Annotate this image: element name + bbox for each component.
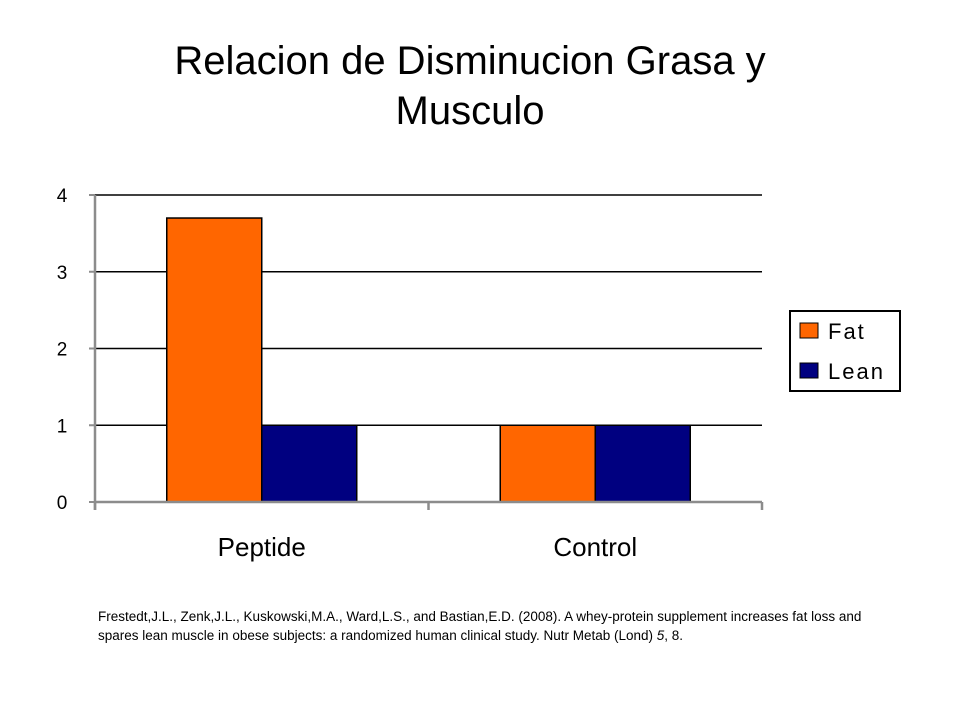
y-tick-label: 3 (57, 263, 68, 284)
legend-swatch-lean (799, 362, 819, 379)
bar-fat-control (499, 424, 596, 503)
y-tick-label: 4 (57, 186, 68, 207)
slide-title: Relacion de Disminucion Grasa y Musculo (60, 36, 880, 136)
bar-lean-peptide (261, 424, 358, 503)
bar-fat-peptide (166, 217, 263, 503)
y-tick-label: 2 (57, 340, 68, 361)
y-tick-label: 0 (57, 493, 68, 514)
bar-lean-control (594, 424, 691, 503)
citation: Frestedt,J.L., Zenk,J.L., Kuskowski,M.A.… (98, 607, 888, 645)
slide-title-line-2: Musculo (395, 89, 545, 133)
citation-pages: , 8. (664, 628, 684, 643)
legend: Fat Lean (789, 310, 901, 392)
axes: 0 1 2 3 4 Peptide Control (57, 186, 764, 562)
citation-volume: 5 (656, 628, 665, 643)
bars (166, 217, 691, 503)
y-tick-label: 1 (57, 416, 68, 437)
legend-label-fat: Fat (828, 319, 866, 344)
citation-text: Frestedt,J.L., Zenk,J.L., Kuskowski,M.A.… (98, 609, 862, 643)
x-category-label: Control (553, 532, 637, 562)
legend-label-lean: Lean (828, 359, 885, 384)
bar-chart: 0 1 2 3 4 Peptide Control Fat Lean (57, 186, 901, 562)
x-category-label: Peptide (218, 532, 306, 562)
slide-title-line-1: Relacion de Disminucion Grasa y (174, 39, 766, 83)
legend-swatch-fat (799, 322, 819, 339)
